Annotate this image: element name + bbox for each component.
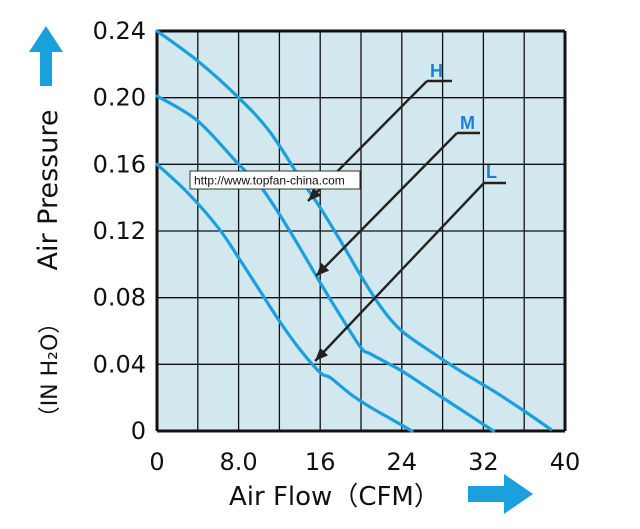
series-label-m: M — [460, 113, 475, 133]
series-line-l — [155, 162, 414, 433]
pointer-line — [314, 182, 485, 362]
x-tick-label: 40 — [550, 448, 581, 476]
series-label-h: H — [430, 61, 443, 81]
series-label-l: L — [486, 162, 497, 182]
y-tick-label: 0 — [131, 417, 146, 445]
pointer-arrowhead — [316, 262, 330, 276]
y-tick-label: 0.20 — [93, 84, 146, 112]
y-tick-label: 0.16 — [93, 150, 146, 178]
pointer-arrowhead — [315, 347, 329, 361]
y-tick-label: 0.12 — [93, 217, 146, 245]
watermark-text: http://www.topfan-china.com — [194, 174, 345, 188]
x-axis-title: Air Flow（CFM） — [229, 482, 440, 512]
arrow-right-icon — [468, 474, 533, 514]
x-tick-labels: 0 8.0 16 24 32 40 — [149, 448, 580, 476]
series-line-m — [155, 94, 496, 433]
y-tick-label: 0.04 — [93, 350, 146, 378]
arrow-up-icon — [29, 26, 63, 86]
x-tick-label: 16 — [305, 448, 336, 476]
y-tick-label: 0.08 — [93, 284, 146, 312]
pointer-l: L — [314, 162, 506, 362]
series-curves — [155, 29, 553, 433]
x-tick-label: 24 — [387, 448, 418, 476]
curve-pointers: H M L — [307, 61, 506, 362]
y-tick-label: 0.24 — [93, 17, 146, 45]
pointer-m: M — [315, 113, 480, 277]
y-tick-labels: 0 0.04 0.08 0.12 0.16 0.20 0.24 — [93, 17, 146, 445]
x-tick-label: 0 — [149, 448, 164, 476]
pointer-line — [315, 132, 458, 277]
watermark: http://www.topfan-china.com — [189, 170, 361, 190]
x-tick-label: 32 — [468, 448, 499, 476]
series-line-h — [155, 29, 553, 431]
watermark-box — [189, 170, 361, 190]
pointer-arrowhead — [307, 187, 322, 201]
y-axis-unit: （IN H₂O） — [38, 312, 63, 429]
x-tick-label: 8.0 — [220, 448, 258, 476]
y-axis-title: Air Pressure — [33, 110, 64, 271]
